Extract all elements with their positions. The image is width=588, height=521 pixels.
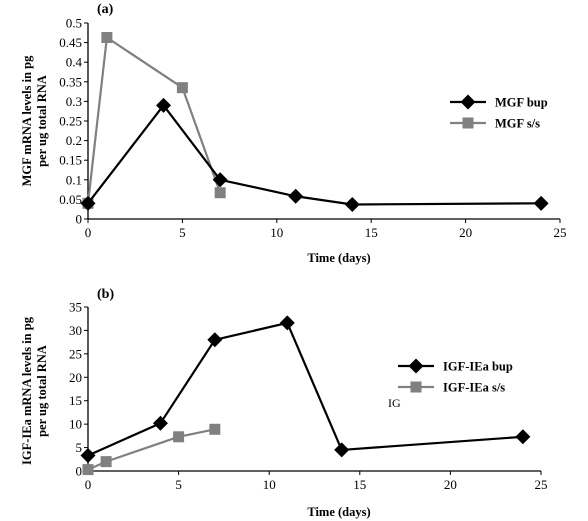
data-point — [334, 442, 350, 458]
data-point — [152, 415, 168, 431]
legend-marker — [460, 94, 476, 110]
panel-a-ytick-label: 0.5 — [66, 16, 82, 31]
panel-a-xtick-label: 10 — [270, 225, 283, 240]
data-point — [344, 196, 360, 212]
panel-a-ytick-label: 0.3 — [66, 94, 82, 109]
panel-b-xlabel: Time (days) — [307, 505, 370, 519]
panel-a-tick-labels: 0 0.05 0.1 0.15 0.2 0.25 0.3 0.35 0.4 0.45 0.5 0 5 10… — [59, 16, 566, 241]
panel-a-ylabel-line-1: MGF mRNA levels in pg — [20, 55, 34, 187]
panel-a-ytick-label: 0.45 — [59, 35, 82, 50]
panel-b-xtick-label: 0 — [85, 477, 92, 492]
panel-b-label: (b) — [97, 287, 114, 302]
panel-a-ylabel: MGF mRNA levels in pg per ug total RNA — [20, 55, 49, 187]
legend-item-1: MGF s/s — [450, 117, 540, 131]
panel-a: (a) MGF mRNA levels in pg per ug total R… — [20, 2, 567, 265]
legend-item-1: IGF-IEa s/s — [398, 381, 505, 395]
data-point — [214, 187, 226, 199]
legend-item-0: IGF-IEa bup — [398, 358, 513, 374]
panel-b-ytick-label: 0 — [76, 464, 83, 479]
panel-a-xtick-label: 20 — [459, 225, 472, 240]
data-point — [176, 82, 188, 94]
data-point — [279, 315, 295, 331]
series-line — [86, 36, 222, 204]
series-igf-iea-s-s — [82, 423, 221, 476]
data-point — [101, 32, 113, 44]
panel-a-xtick-label: 5 — [179, 225, 186, 240]
data-point — [80, 448, 96, 464]
panel-b-ylabel-line-1: IGF-IEa mRNA levels in pg — [20, 316, 34, 465]
panel-a-ytick-label: 0.15 — [59, 153, 82, 168]
panel-a-legend: MGF bup MGF s/s — [450, 94, 548, 131]
panel-a-series — [80, 32, 549, 212]
data-point — [173, 431, 185, 443]
legend-marker — [462, 117, 474, 129]
panel-b-xtick-label: 10 — [263, 477, 276, 492]
data-point — [156, 97, 172, 113]
panel-b-ytick-label: 35 — [69, 300, 82, 315]
legend-item-0: MGF bup — [450, 94, 548, 110]
data-point — [207, 332, 223, 348]
panel-a-xtick-label: 25 — [554, 225, 567, 240]
data-point — [515, 429, 531, 445]
data-point — [533, 195, 549, 211]
legend-label: IGF-IEa bup — [443, 360, 513, 374]
panel-a-ytick-label: 0.25 — [59, 114, 82, 129]
legend-label: MGF bup — [495, 96, 548, 110]
panel-b-xtick-label: 25 — [535, 477, 548, 492]
data-point — [288, 188, 304, 204]
panel-a-ytick-label: 0.2 — [66, 133, 82, 148]
data-point — [212, 172, 228, 188]
panel-a-axes — [84, 22, 561, 223]
panel-b-legend: IGF-IEa bup IGF-IEa s/s — [398, 358, 513, 395]
panel-b-xtick-label: 5 — [175, 477, 182, 492]
panel-a-xtick-label: 0 — [85, 225, 92, 240]
panel-b-ytick-label: 10 — [69, 417, 82, 432]
data-point — [80, 195, 96, 211]
panel-b-ytick-label: 25 — [69, 346, 82, 361]
panel-a-ylabel-line-2: per ug total RNA — [35, 75, 49, 167]
panel-b-ylabel-line-2: per ug total RNA — [35, 345, 49, 437]
panel-b-xtick-label: 20 — [444, 477, 457, 492]
legend-label: IGF-IEa s/s — [443, 381, 505, 395]
panel-b-xtick-label: 15 — [353, 477, 366, 492]
panel-a-xlabel: Time (days) — [307, 251, 370, 265]
series-mgf-bup — [80, 97, 549, 212]
panel-b-ylabel: IGF-IEa mRNA levels in pg per ug total R… — [20, 316, 49, 465]
data-point — [100, 456, 112, 468]
panel-b-annotation: IG — [388, 396, 401, 410]
legend-marker — [410, 381, 422, 393]
panel-a-ytick-label: 0.1 — [66, 172, 82, 187]
series-igf-iea-bup — [80, 315, 531, 464]
series-line — [87, 321, 523, 457]
panel-b-ytick-label: 20 — [69, 370, 82, 385]
data-point — [82, 464, 94, 476]
series-line — [87, 104, 542, 206]
legend-label: MGF s/s — [495, 117, 540, 131]
panel-a-label: (a) — [97, 2, 114, 17]
panel-b-series — [80, 315, 531, 476]
panel-a-ytick-label: 0.4 — [66, 55, 83, 70]
panel-a-ytick-label: 0.35 — [59, 74, 82, 89]
panel-b-tick-labels: 0 5 10 15 20 25 30 35 0 5 10 15 20 25 — [69, 300, 548, 493]
panel-b-ytick-label: 30 — [69, 323, 82, 338]
legend-marker — [408, 358, 424, 374]
panel-a-ytick-label: 0 — [76, 212, 83, 227]
series-line — [87, 428, 216, 471]
panel-b-ytick-label: 5 — [76, 440, 83, 455]
panel-b-ytick-label: 15 — [69, 393, 82, 408]
panel-a-xtick-label: 15 — [365, 225, 378, 240]
data-point — [209, 423, 221, 435]
panel-a-ytick-label: 0.05 — [59, 192, 82, 207]
panel-b: (b) IGF-IEa mRNA levels in pg per ug tot… — [20, 287, 548, 519]
